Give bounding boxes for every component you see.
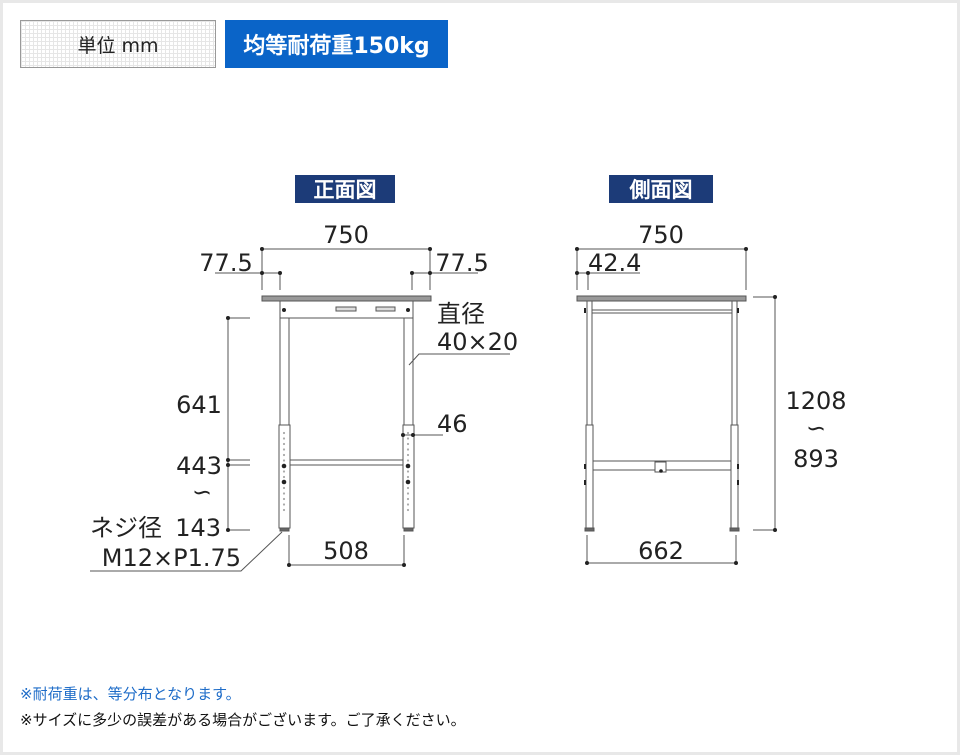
tolerance-note: ※サイズに多少の誤差がある場合がございます。ご了承ください。: [20, 711, 466, 729]
side-view: 側面図 750 42.4 1208 ∽ 893 662: [575, 175, 847, 565]
inner-width-label: 508: [323, 537, 369, 565]
adjust-hole: [282, 492, 286, 495]
side-view-title-box: [609, 175, 713, 203]
adjust-hole: [406, 492, 410, 495]
range-symbol: ∽: [192, 478, 212, 506]
bolt-label: ネジ径: [90, 514, 162, 542]
adjust-hole: [406, 437, 410, 440]
adjust-hole: [282, 437, 286, 440]
front-view-title: 正面図: [314, 178, 377, 202]
side-view-title: 側面図: [629, 178, 693, 202]
unit-label: 単位 mm: [20, 20, 216, 68]
adjust-hole: [406, 486, 410, 490]
adjust-hole: [282, 453, 286, 457]
adjust-hole: [282, 508, 286, 512]
adjust-hole: [406, 475, 410, 479]
drawing-frame: [3, 3, 957, 752]
adjust-hole: [282, 442, 286, 446]
front-view-title-box: [295, 175, 395, 203]
leg-width-label: 46: [437, 410, 468, 438]
adjust-hole: [282, 486, 286, 490]
inner-depth-label: 662: [638, 537, 684, 565]
crossbar-height-label: 443: [176, 452, 222, 480]
adjust-hole: [406, 431, 410, 435]
height-min-label: 893: [793, 445, 839, 473]
side-offset-label: 42.4: [588, 249, 641, 277]
adjust-hole: [282, 459, 286, 462]
load-note: ※耐荷重は、等分布となります。: [20, 685, 241, 703]
side-right-leg: [731, 300, 738, 427]
height-range-symbol: ∽: [806, 414, 826, 442]
adjust-hole: [406, 503, 410, 506]
height-max-label: 1208: [785, 387, 846, 415]
bottom-height-label: 143: [175, 514, 221, 542]
front-view: 正面図 750 77.5 77.5 直径 40×20 46: [90, 175, 518, 572]
front-left-leg: [279, 317, 290, 429]
label-plate: [335, 306, 357, 312]
adjust-hole: [406, 442, 410, 446]
adjust-hole: [282, 475, 286, 479]
front-tabletop: [261, 295, 432, 302]
side-upper-bar: [591, 309, 733, 314]
adjust-hole: [406, 508, 410, 512]
adjust-hole: [282, 448, 286, 451]
adjust-hole: [282, 503, 286, 506]
adjust-hole: [282, 470, 286, 473]
label-plate: [375, 306, 396, 312]
bolt-spec-label: M12×P1.75: [102, 544, 241, 572]
front-right-leg: [403, 317, 414, 429]
side-tabletop: [576, 295, 747, 302]
front-left-offset-label: 77.5: [199, 249, 252, 277]
adjust-hole: [406, 459, 410, 462]
side-depth-label: 750: [638, 221, 684, 249]
upper-height-label: 641: [176, 391, 222, 419]
adjust-hole: [282, 497, 286, 501]
front-crossbar: [289, 459, 404, 466]
front-right-offset-label: 77.5: [435, 249, 488, 277]
adjust-hole: [406, 453, 410, 457]
load-capacity-badge: 均等耐荷重150kg: [225, 20, 448, 68]
front-width-label: 750: [323, 221, 369, 249]
pipe-size-label: 40×20: [437, 328, 518, 356]
adjust-hole: [406, 497, 410, 501]
adjust-hole: [406, 470, 410, 473]
adjust-hole: [282, 431, 286, 435]
pipe-label: 直径: [437, 300, 485, 328]
side-left-leg: [586, 300, 593, 427]
adjust-hole: [406, 448, 410, 451]
